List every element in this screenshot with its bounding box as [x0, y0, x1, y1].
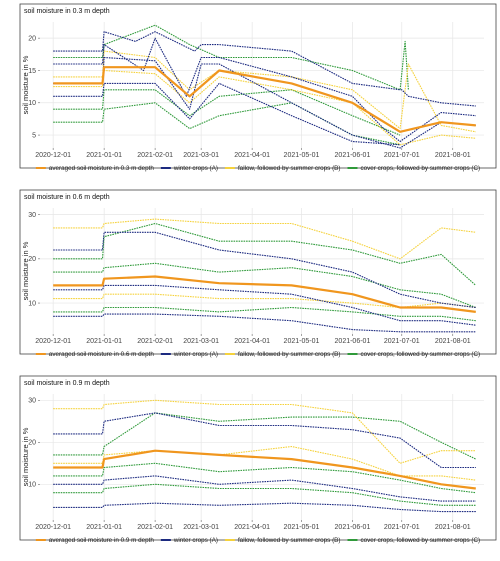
- chart-panel-1: soil moisture in 0.3 m depth 5 10 15 20 2020-…: [19, 3, 497, 172]
- x-tick-label: 2021-05-01: [284, 338, 320, 345]
- x-tick-label: 2021-03-01: [183, 152, 219, 159]
- series-line-cover-8: [53, 306, 476, 322]
- chart-panel-3: soil moisture in 0.9 m depth 10 20 30 2020-1…: [19, 375, 497, 544]
- series-line-fallow-1: [53, 218, 476, 260]
- x-tick-label: 2021-01-01: [86, 152, 122, 159]
- series-line-fallow-7: [53, 293, 476, 309]
- series-line-averaged-4: [53, 449, 476, 490]
- series-line-cover-8: [53, 89, 401, 136]
- x-tick-label: 2021-08-01: [435, 524, 471, 531]
- series-line-winter-4: [53, 82, 401, 146]
- series-line-cover-3: [53, 222, 477, 286]
- legend-label-fallow: fallow, followed by summer crops (B): [238, 537, 341, 544]
- series-line-winter-2: [53, 231, 476, 309]
- legend-label-cover: cover crops, followed by summer crops (C…: [360, 351, 480, 358]
- series-line-cover-4: [53, 262, 476, 309]
- x-tick-label: 2021-05-01: [284, 524, 320, 531]
- legend: averaged soil moisture in 0.6 m depth win…: [35, 351, 480, 358]
- x-tick-label: 2021-05-01: [284, 152, 320, 159]
- y-tick-label: 5: [32, 132, 36, 139]
- y-tick-label: 10: [28, 482, 36, 489]
- panel-title: soil moisture in 0.9 m depth: [24, 380, 110, 387]
- series-line-winter-6: [53, 284, 476, 326]
- x-tick-label: 2021-07-01: [384, 152, 420, 159]
- x-tick-label: 2021-01-01: [86, 338, 122, 345]
- legend-label-winter: winter crops (A): [173, 351, 218, 358]
- y-axis-label: soil moisture in %: [21, 55, 30, 114]
- y-tick-label: 20: [28, 440, 36, 447]
- panel-frame: [19, 3, 497, 169]
- y-axis-label: soil moisture in %: [21, 427, 30, 486]
- legend-label-averaged: averaged soil moisture in 0.3 m depth: [49, 165, 155, 172]
- x-tick-label: 2021-06-01: [335, 524, 371, 531]
- series-line-cover-6: [53, 462, 476, 494]
- x-tick-label: 2021-07-01: [384, 338, 420, 345]
- series-line-cover-3: [53, 412, 477, 460]
- x-tick-label: 2021-08-01: [435, 152, 471, 159]
- legend-label-averaged: averaged soil moisture in 0.6 m depth: [49, 351, 155, 358]
- y-tick-label: 20: [28, 35, 36, 42]
- y-axis-label: soil moisture in %: [21, 241, 30, 300]
- y-tick-label: 30: [28, 212, 36, 219]
- y-tick-label: 30: [28, 398, 36, 405]
- series-line-averaged-10: [53, 66, 476, 133]
- legend-label-fallow: fallow, followed by summer crops (B): [238, 165, 341, 172]
- x-tick-label: 2021-02-01: [137, 524, 173, 531]
- panel-title: soil moisture in 0.3 m depth: [24, 8, 110, 15]
- y-tick-label: 10: [28, 300, 36, 307]
- y-tick-label: 20: [28, 256, 36, 263]
- x-tick-label: 2021-06-01: [335, 338, 371, 345]
- legend-label-cover: cover crops, followed by summer crops (C…: [360, 165, 480, 172]
- x-tick-label: 2021-06-01: [335, 152, 371, 159]
- series-line-winter-2: [53, 412, 476, 469]
- series-line-winter-3: [53, 56, 476, 149]
- x-tick-label: 2021-02-01: [137, 152, 173, 159]
- legend-label-winter: winter crops (A): [173, 165, 218, 172]
- x-tick-label: 2021-02-01: [137, 338, 173, 345]
- x-tick-label: 2021-07-01: [384, 524, 420, 531]
- x-tick-label: 2020-12-01: [35, 152, 71, 159]
- x-tick-label: 2021-08-01: [435, 338, 471, 345]
- series-line-winter-9: [53, 313, 476, 333]
- legend-label-winter: winter crops (A): [173, 537, 218, 544]
- series-line-winter-9: [53, 502, 476, 513]
- x-tick-label: 2020-12-01: [35, 338, 71, 345]
- legend-label-fallow: fallow, followed by summer crops (B): [238, 351, 341, 358]
- x-tick-label: 2020-12-01: [35, 524, 71, 531]
- legend-label-cover: cover crops, followed by summer crops (C…: [360, 537, 480, 544]
- series-line-cover-8: [53, 483, 476, 506]
- x-tick-label: 2021-04-01: [234, 524, 270, 531]
- y-tick-label: 10: [28, 100, 36, 107]
- y-tick-label: 15: [28, 68, 36, 75]
- series-line-averaged-5: [53, 275, 476, 313]
- legend: averaged soil moisture in 0.9 m depth win…: [35, 537, 480, 544]
- legend-label-averaged: averaged soil moisture in 0.9 m depth: [49, 537, 155, 544]
- x-tick-label: 2021-03-01: [183, 524, 219, 531]
- panel-title: soil moisture in 0.6 m depth: [24, 194, 110, 201]
- series-line-fallow-1: [53, 399, 476, 464]
- x-tick-label: 2021-01-01: [86, 524, 122, 531]
- legend: averaged soil moisture in 0.3 m depth win…: [35, 165, 480, 172]
- x-tick-label: 2021-04-01: [234, 152, 270, 159]
- chart-panel-2: soil moisture in 0.6 m depth 10 20 30 2020-1…: [19, 189, 497, 358]
- series-line-winter-7: [53, 475, 476, 502]
- series-line-fallow-5: [53, 50, 476, 133]
- x-tick-label: 2021-03-01: [183, 338, 219, 345]
- x-tick-label: 2021-04-01: [234, 338, 270, 345]
